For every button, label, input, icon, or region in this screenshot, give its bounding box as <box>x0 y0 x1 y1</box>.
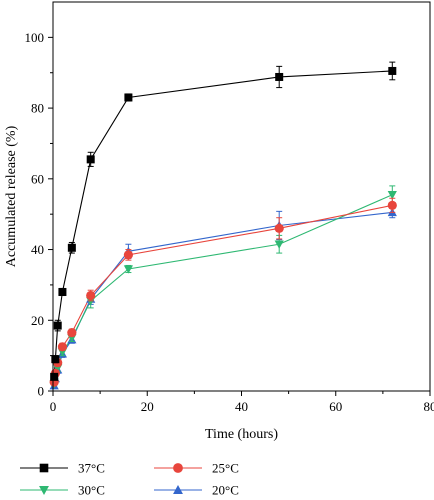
legend-marker <box>173 463 183 473</box>
series-line <box>53 204 393 383</box>
data-point <box>123 265 133 274</box>
x-axis-title: Time (hours) <box>205 427 278 442</box>
legend-marker <box>173 485 183 494</box>
legend-item: 20°C <box>154 483 239 498</box>
legend-label: 25°C <box>212 461 239 476</box>
x-tick-label: 60 <box>329 399 342 414</box>
data-point <box>387 191 397 200</box>
data-point <box>275 72 284 81</box>
legend-marker <box>39 463 49 473</box>
legend-label: 20°C <box>212 483 239 498</box>
data-point <box>388 66 397 75</box>
data-point <box>274 223 284 233</box>
y-axis: 0 20 40 60 80 100 <box>25 30 53 399</box>
series-line <box>53 194 393 385</box>
data-point <box>57 342 68 352</box>
plot-lines <box>53 70 393 386</box>
x-tick-label: 40 <box>235 399 248 414</box>
x-tick-label: 20 <box>141 399 154 414</box>
legend-label: 37°C <box>78 461 105 476</box>
data-point <box>123 250 133 260</box>
y-tick-label: 40 <box>31 242 44 257</box>
data-point <box>274 240 284 249</box>
legend-item: 37°C <box>20 461 105 476</box>
y-tick-label: 100 <box>25 30 45 45</box>
data-point <box>86 155 95 164</box>
y-tick-label: 60 <box>31 171 44 186</box>
y-axis-title: Accumulated release (%) <box>4 125 19 267</box>
data-point <box>124 93 133 102</box>
data-point <box>86 290 96 301</box>
y-tick-label: 20 <box>31 313 44 328</box>
x-axis: 0 20 40 60 80 <box>50 391 434 414</box>
y-tick-label: 80 <box>31 101 44 116</box>
legend: 37°C 25°C 30°C 20°C <box>20 461 239 498</box>
series-line <box>53 70 393 377</box>
data-point <box>58 287 67 296</box>
data-point <box>53 321 62 330</box>
data-point <box>387 200 397 210</box>
data-point <box>67 328 77 338</box>
x-tick-label: 0 <box>50 399 57 414</box>
plot-frame <box>52 1 431 392</box>
y-tick-label: 0 <box>38 384 45 399</box>
data-point <box>50 372 59 381</box>
data-point <box>51 355 60 364</box>
legend-item: 30°C <box>20 483 105 498</box>
x-tick-label: 80 <box>424 399 434 414</box>
legend-marker <box>39 486 49 495</box>
legend-item: 25°C <box>154 461 239 476</box>
legend-label: 30°C <box>78 483 105 498</box>
plot-markers <box>49 61 397 390</box>
data-point <box>67 243 76 252</box>
